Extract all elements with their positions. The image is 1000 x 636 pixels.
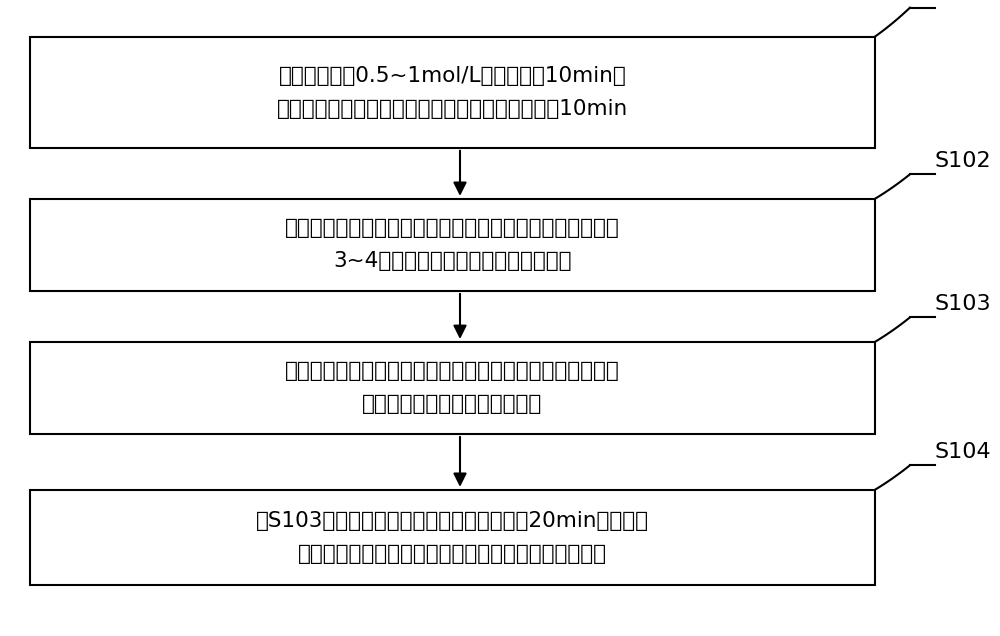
Text: 将经过丙酮超声处理的泡沫铜分别用去离子水和酒精各超声: 将经过丙酮超声处理的泡沫铜分别用去离子水和酒精各超声 xyxy=(285,218,620,238)
Text: 清洗，烘干，即得到所述光热增强超级电容器电极材料: 清洗，烘干，即得到所述光热增强超级电容器电极材料 xyxy=(298,544,607,564)
Bar xyxy=(30,490,875,585)
Text: 反应，冷却后取出，清洗，烘干: 反应，冷却后取出，清洗，烘干 xyxy=(362,394,543,415)
Text: S103: S103 xyxy=(935,294,992,314)
Bar xyxy=(30,342,875,434)
Text: 取出后使用去离子水清洗数次，再放于丙酮中超声10min: 取出后使用去离子水清洗数次，再放于丙酮中超声10min xyxy=(277,99,628,119)
Text: 将S103得到的产物置于氯化铁溶液中，浸泡20min，取出后: 将S103得到的产物置于氯化铁溶液中，浸泡20min，取出后 xyxy=(256,511,649,531)
Bar xyxy=(30,36,875,148)
Bar xyxy=(30,198,875,291)
Text: 将泡沫铜放入0.5~1mol/L盐酸中超声10min，: 将泡沫铜放入0.5~1mol/L盐酸中超声10min， xyxy=(279,66,626,86)
Text: 3~4次，取出后真空烘干，完成预处理: 3~4次，取出后真空烘干，完成预处理 xyxy=(333,251,572,272)
Text: S104: S104 xyxy=(935,442,992,462)
Text: S101: S101 xyxy=(935,0,992,4)
Text: 将预处理过的泡沫铜放入硫脲溶液中，在反应釜内进行水热: 将预处理过的泡沫铜放入硫脲溶液中，在反应釜内进行水热 xyxy=(285,361,620,382)
Text: S102: S102 xyxy=(935,151,992,171)
